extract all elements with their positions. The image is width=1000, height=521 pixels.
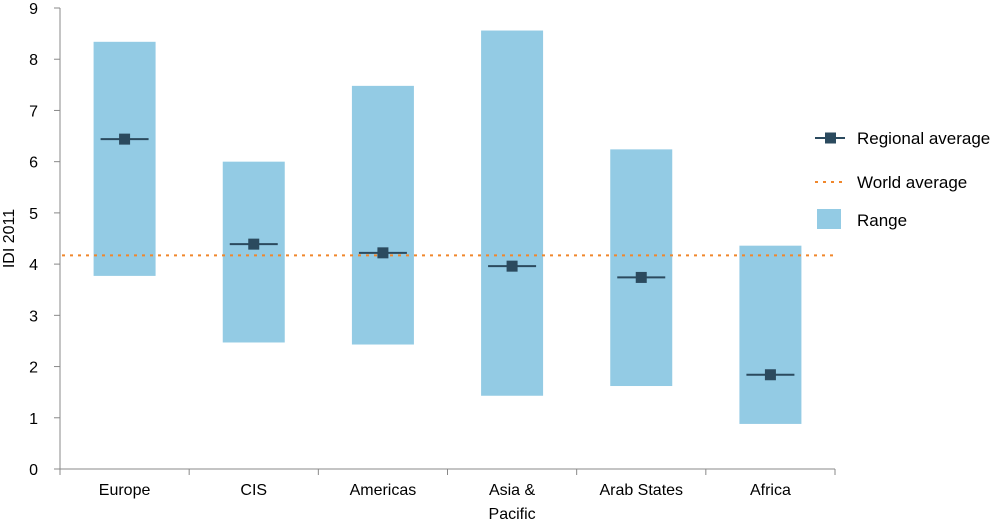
y-tick-label: 7 <box>29 103 38 120</box>
legend-label-regional-average: Regional average <box>857 129 990 148</box>
range-bar <box>481 30 544 396</box>
regional-average-marker <box>506 260 518 272</box>
legend-label-range: Range <box>857 211 907 230</box>
x-tick-label: Africa <box>750 482 791 499</box>
range-bar <box>739 245 802 424</box>
x-tick-label: Arab States <box>599 482 683 499</box>
legend-label-world-average: World average <box>857 173 967 192</box>
regional-average-marker <box>635 271 647 283</box>
regional-average-marker <box>764 369 776 381</box>
y-tick-label: 0 <box>29 462 38 479</box>
y-tick-label: 1 <box>29 411 38 428</box>
x-tick-label: CIS <box>240 482 267 499</box>
axes <box>54 7 836 475</box>
x-tick-label: Asia & Pacific <box>489 482 536 521</box>
range-bar <box>610 149 673 387</box>
y-tick-label: 6 <box>29 155 38 172</box>
range-bars <box>93 30 802 424</box>
x-tick-label: Europe <box>99 482 151 499</box>
legend-regional-average-marker <box>825 132 836 144</box>
regional-average-marker <box>119 133 131 145</box>
regional-average-markers <box>100 133 795 381</box>
y-tick-labels: 0 1 2 3 4 5 6 7 8 9 <box>29 1 38 479</box>
regional-average-marker <box>377 247 389 259</box>
legend-range-swatch <box>817 209 841 229</box>
y-tick-label: 4 <box>29 257 38 274</box>
regional-average-marker <box>248 238 260 250</box>
y-tick-label: 8 <box>29 52 38 69</box>
range-bar <box>351 85 414 345</box>
y-tick-label: 2 <box>29 360 38 377</box>
legend: Regional average World average Range <box>815 129 990 230</box>
y-axis-title: IDI 2011 <box>1 209 18 268</box>
y-tick-label: 9 <box>29 1 38 18</box>
y-tick-label: 5 <box>29 206 38 223</box>
y-tick-label: 3 <box>29 308 38 325</box>
x-tick-labels: Europe CIS Americas Asia & Pacific Arab State… <box>99 482 791 521</box>
range-bar <box>93 41 156 276</box>
x-tick-label: Americas <box>350 482 417 499</box>
range-bar <box>222 161 285 343</box>
